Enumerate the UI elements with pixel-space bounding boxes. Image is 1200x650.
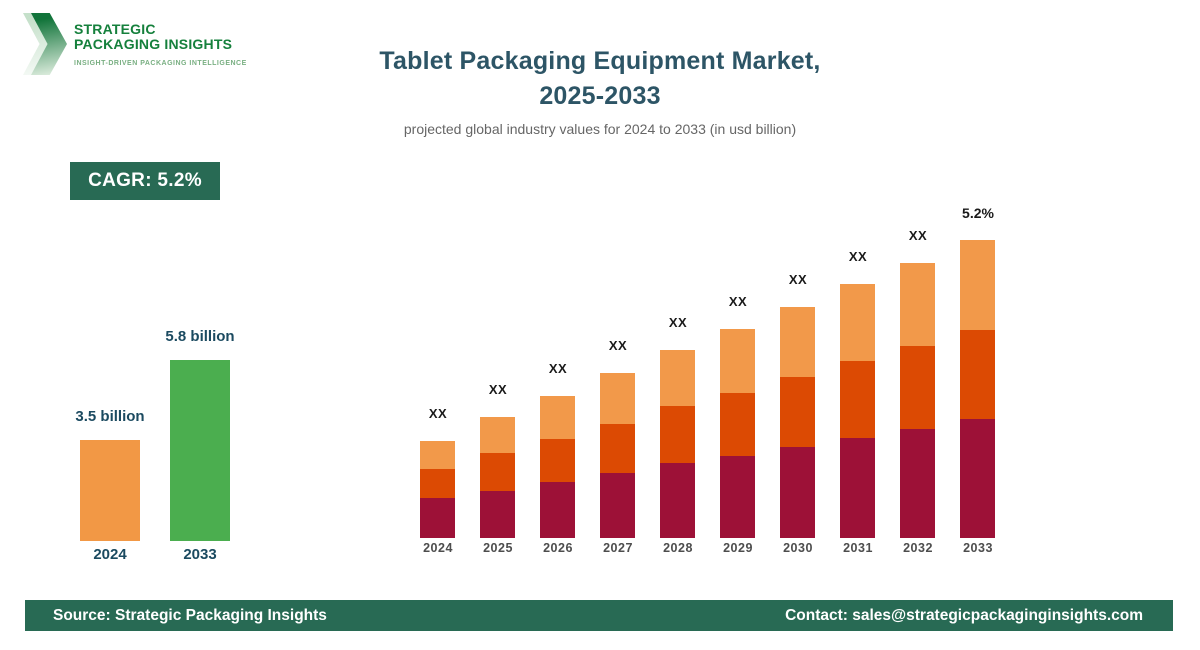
bar-segment-segment-top — [840, 284, 875, 361]
x-axis-label-2032: 2032 — [903, 541, 933, 555]
x-axis-label-2031: 2031 — [843, 541, 873, 555]
chevron-logo-icon — [23, 13, 68, 75]
stacked-bar-2026 — [540, 396, 575, 538]
bar-value-label: XX — [548, 361, 568, 376]
bar-segment-segment-middle — [840, 361, 875, 438]
mini-bar-year-label: 2024 — [93, 546, 127, 563]
bar-value-label: 5.2% — [962, 205, 994, 221]
bar-value-label: XX — [428, 406, 448, 421]
endpoint-comparison-chart: 3.5 billion 2024 5.8 billion 2033 — [75, 328, 234, 575]
stacked-bar-2024 — [420, 441, 455, 538]
contact-text: Contact: sales@strategicpackaginginsight… — [785, 606, 1143, 624]
bar-segment-segment-bottom — [420, 498, 455, 538]
bar-segment-segment-middle — [720, 393, 755, 456]
stacked-bar-2031 — [840, 284, 875, 538]
bar-segment-segment-top — [600, 373, 635, 424]
stacked-projection-chart: XX 2024 XX 2025 XX 2026 XX 2027 XX 2028 XX 2029 XX 20… — [420, 205, 1000, 560]
bar-value-label: XX — [848, 249, 868, 264]
mini-bar-2024 — [80, 440, 140, 541]
mini-bar-2033 — [170, 360, 230, 541]
bar-value-label: XX — [788, 272, 808, 287]
stacked-bar-2030 — [780, 307, 815, 538]
mini-bar-value-label: 5.8 billion — [165, 328, 235, 345]
bar-segment-segment-top — [480, 417, 515, 453]
bar-segment-segment-middle — [540, 439, 575, 482]
stacked-bar-2027 — [600, 373, 635, 538]
header-block: Tablet Packaging Equipment Market, 2025-2… — [0, 44, 1200, 137]
x-axis-label-2028: 2028 — [663, 541, 693, 555]
bar-segment-segment-top — [900, 263, 935, 346]
bar-value-label: XX — [488, 382, 508, 397]
bar-segment-segment-middle — [900, 346, 935, 429]
bar-segment-segment-middle — [960, 330, 995, 419]
x-axis-label-2025: 2025 — [483, 541, 513, 555]
bar-segment-segment-bottom — [480, 491, 515, 538]
mini-bar-value-label: 3.5 billion — [75, 408, 145, 425]
cagr-badge: CAGR: 5.2% — [70, 162, 220, 200]
bar-value-label: XX — [728, 294, 748, 309]
bar-segment-segment-bottom — [900, 429, 935, 538]
brand-name-line1: STRATEGIC — [74, 21, 156, 37]
page-title: Tablet Packaging Equipment Market, 2025-2… — [0, 44, 1200, 114]
page-title-line2: 2025-2033 — [539, 82, 661, 110]
bar-segment-segment-top — [960, 240, 995, 330]
bar-segment-segment-top — [780, 307, 815, 377]
bar-segment-segment-bottom — [840, 438, 875, 538]
bar-value-label: XX — [668, 315, 688, 330]
bar-segment-segment-middle — [480, 453, 515, 491]
stacked-bar-2025 — [480, 417, 515, 538]
page-title-line1: Tablet Packaging Equipment Market, — [379, 47, 821, 75]
stacked-bar-2029 — [720, 329, 755, 538]
stacked-bar-2032 — [900, 263, 935, 538]
brand-tagline: INSIGHT-DRIVEN PACKAGING INTELLIGENCE — [74, 60, 247, 67]
bar-segment-segment-bottom — [960, 419, 995, 538]
bar-value-label: XX — [608, 338, 628, 353]
mini-bar-year-label: 2033 — [183, 546, 217, 563]
bar-segment-segment-top — [660, 350, 695, 406]
bar-value-label: XX — [908, 228, 928, 243]
x-axis-label-2030: 2030 — [783, 541, 813, 555]
bar-segment-segment-top — [540, 396, 575, 439]
page-subtitle: projected global industry values for 202… — [403, 121, 797, 137]
brand-name-line2: PACKAGING INSIGHTS — [74, 36, 233, 52]
brand-logo: STRATEGIC PACKAGING INSIGHTS INSIGHT-DRI… — [23, 13, 247, 75]
x-axis-label-2027: 2027 — [603, 541, 633, 555]
bar-segment-segment-bottom — [540, 482, 575, 538]
brand-text-block: STRATEGIC PACKAGING INSIGHTS INSIGHT-DRI… — [74, 13, 247, 75]
x-axis-label-2029: 2029 — [723, 541, 753, 555]
x-axis-label-2024: 2024 — [423, 541, 453, 555]
bar-segment-segment-middle — [420, 469, 455, 498]
bar-segment-segment-middle — [600, 424, 635, 473]
bar-segment-segment-top — [420, 441, 455, 469]
bar-segment-segment-bottom — [600, 473, 635, 538]
bar-segment-segment-middle — [660, 406, 695, 463]
bar-segment-segment-bottom — [780, 447, 815, 538]
bar-segment-segment-bottom — [720, 456, 755, 538]
bar-segment-segment-middle — [780, 377, 815, 447]
bar-segment-segment-bottom — [660, 463, 695, 538]
footer-bar: Source: Strategic Packaging Insights Con… — [25, 600, 1173, 631]
source-text: Source: Strategic Packaging Insights — [53, 606, 327, 624]
bar-segment-segment-top — [720, 329, 755, 393]
x-axis-label-2026: 2026 — [543, 541, 573, 555]
x-axis-label-2033: 2033 — [963, 541, 993, 555]
stacked-bar-2028 — [660, 350, 695, 538]
stacked-bar-2033 — [960, 240, 995, 538]
